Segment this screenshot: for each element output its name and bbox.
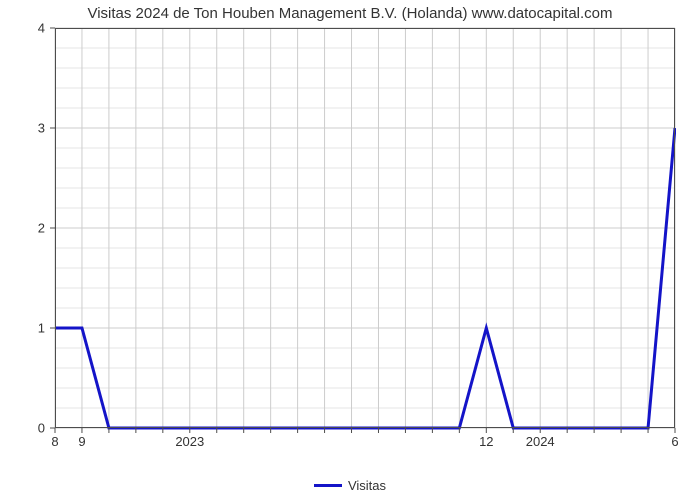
chart-legend: Visitas — [0, 478, 700, 493]
chart-plot — [49, 27, 676, 434]
y-tick-label: 3 — [0, 121, 45, 136]
y-tick-label: 0 — [0, 421, 45, 436]
chart-container: Visitas 2024 de Ton Houben Management B.… — [0, 0, 700, 500]
x-tick-label: 2024 — [526, 434, 555, 449]
x-tick-label: 8 — [51, 434, 58, 449]
y-tick-label: 4 — [0, 21, 45, 36]
x-tick-label: 2023 — [175, 434, 204, 449]
x-tick-label: 9 — [78, 434, 85, 449]
legend-label: Visitas — [348, 478, 386, 493]
legend-swatch — [314, 484, 342, 487]
y-tick-label: 2 — [0, 221, 45, 236]
x-tick-label: 12 — [479, 434, 493, 449]
chart-title: Visitas 2024 de Ton Houben Management B.… — [0, 5, 700, 22]
y-tick-label: 1 — [0, 321, 45, 336]
x-tick-label: 6 — [671, 434, 678, 449]
